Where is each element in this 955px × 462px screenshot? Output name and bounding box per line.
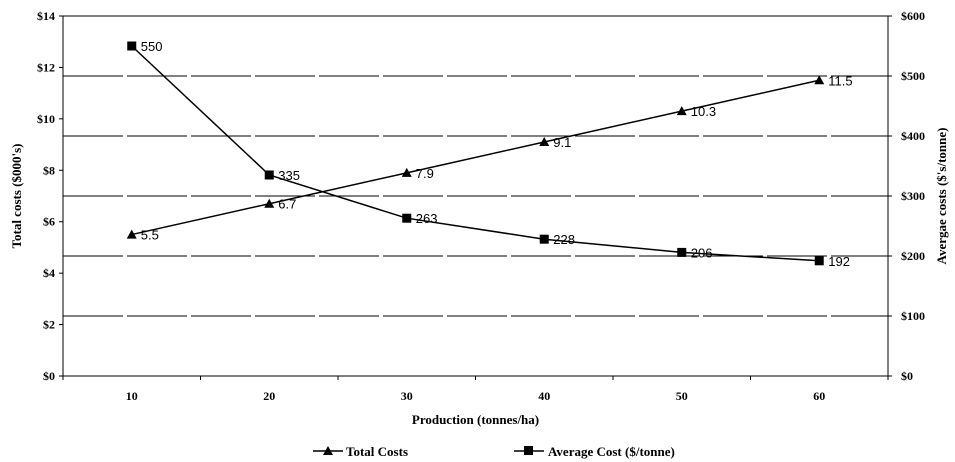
x-axis-ticks: 10 20 30 40 50 60 xyxy=(62,376,889,403)
data-label: 9.1 xyxy=(553,135,571,150)
left-tick-label: $4 xyxy=(43,266,55,280)
data-point-square xyxy=(402,213,412,223)
series-line xyxy=(131,45,820,262)
right-tick-label: $300 xyxy=(901,189,925,203)
data-label: 263 xyxy=(416,211,438,226)
legend-item-total-costs: Total Costs xyxy=(313,444,408,459)
left-tick-label: $14 xyxy=(37,9,55,23)
left-y-axis-title: Total costs ($000's) xyxy=(9,144,24,249)
right-tick-label: $200 xyxy=(901,249,925,263)
data-label: 206 xyxy=(691,245,713,260)
right-tick-label: $400 xyxy=(901,129,925,143)
right-tick-label: $500 xyxy=(901,69,925,83)
left-axis-ticks: $0 $2 $4 $6 $8 $10 $12 $14 xyxy=(37,9,63,383)
left-tick-label: $10 xyxy=(37,112,55,126)
x-tick-label: 10 xyxy=(126,389,138,403)
x-tick-label: 50 xyxy=(676,389,688,403)
data-point-square xyxy=(264,170,274,180)
data-point-triangle xyxy=(401,167,412,177)
data-label: 11.5 xyxy=(828,73,852,88)
data-point-triangle xyxy=(264,198,275,208)
data-point-square xyxy=(539,234,549,244)
right-tick-label: $600 xyxy=(901,9,925,23)
x-axis-title: Production (tonnes/ha) xyxy=(412,412,539,427)
data-point-triangle xyxy=(539,137,550,146)
data-point-triangle xyxy=(676,106,687,116)
data-label: 5.5 xyxy=(141,228,159,243)
data-point-square xyxy=(127,41,137,51)
x-tick-label: 60 xyxy=(813,389,825,403)
data-label: 192 xyxy=(828,254,850,269)
x-tick-label: 20 xyxy=(263,389,275,403)
triangle-marker-icon xyxy=(323,446,333,455)
series-layer: 5.5 6.7 7.9 9.1 10.3 11.5 550 335 263 228 206 192 xyxy=(126,39,853,269)
data-label: 10.3 xyxy=(691,104,716,119)
data-point-square xyxy=(677,247,687,257)
legend-label-total-costs: Total Costs xyxy=(346,444,408,459)
data-label: 335 xyxy=(278,168,300,183)
legend-item-average-cost: Average Cost ($/tonne) xyxy=(514,444,675,459)
left-tick-label: $2 xyxy=(43,318,55,332)
data-label: 550 xyxy=(141,39,163,54)
data-label: 228 xyxy=(553,232,575,247)
right-tick-label: $0 xyxy=(901,369,913,383)
gridlines xyxy=(63,75,888,317)
left-tick-label: $8 xyxy=(43,163,55,177)
legend-label-average-cost: Average Cost ($/tonne) xyxy=(548,444,675,459)
series-1: 550 335 263 228 206 192 xyxy=(127,39,850,269)
series-0: 5.5 6.7 7.9 9.1 10.3 11.5 xyxy=(126,73,853,243)
data-point-square xyxy=(814,256,824,266)
left-tick-label: $12 xyxy=(37,60,55,74)
data-point-triangle xyxy=(126,229,137,239)
right-axis-ticks: $0 $100 $200 $300 $400 $500 $600 xyxy=(888,9,925,383)
x-tick-label: 40 xyxy=(538,389,550,403)
series-line xyxy=(131,79,820,236)
data-label: 7.9 xyxy=(416,166,434,181)
left-tick-label: $6 xyxy=(43,215,55,229)
square-marker-icon xyxy=(524,446,533,455)
right-y-axis-title: Avergae costs ($'s/tonne) xyxy=(934,128,949,265)
right-tick-label: $100 xyxy=(901,309,925,323)
left-tick-label: $0 xyxy=(43,369,55,383)
data-point-triangle xyxy=(814,75,825,85)
data-label: 6.7 xyxy=(278,197,296,212)
legend: Total Costs Average Cost ($/tonne) xyxy=(313,444,675,459)
x-tick-label: 30 xyxy=(401,389,413,403)
